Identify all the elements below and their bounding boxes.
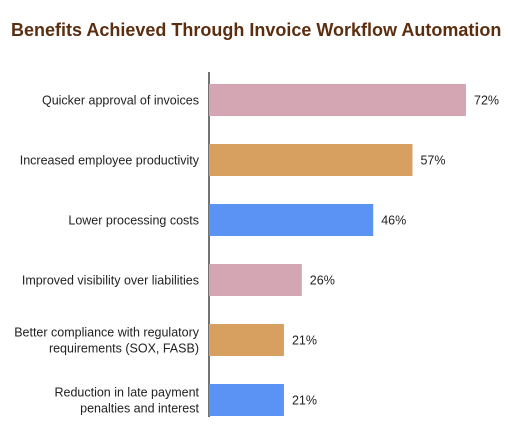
category-label-1: Quicker approval of invoices [42, 94, 199, 108]
bar-2 [209, 144, 413, 176]
bar-4 [209, 264, 302, 296]
value-label-2: 57% [420, 154, 445, 168]
bar-3 [209, 204, 374, 236]
category-label-4: Improved visibility over liabilities [22, 274, 199, 288]
bar-1 [209, 84, 466, 116]
value-label-1: 72% [474, 94, 499, 108]
value-label-5: 21% [292, 334, 317, 348]
value-label-6: 21% [292, 394, 317, 408]
value-label-3: 46% [381, 214, 406, 228]
category-label-6: Reduction in late payment penalties and i… [54, 386, 199, 416]
bar-5 [209, 324, 284, 356]
chart-rows: 72% Quicker approval of invoices 57% Increa… [14, 84, 499, 416]
category-label-2: Increased employee productivity [20, 154, 200, 168]
chart-title: Benefits Achieved Through Invoice Workfl… [11, 20, 502, 40]
value-label-4: 26% [310, 274, 335, 288]
bar-6 [209, 384, 284, 416]
category-label-3: Lower processing costs [68, 214, 199, 228]
category-label-5: Better compliance with regulatory require… [14, 326, 200, 356]
